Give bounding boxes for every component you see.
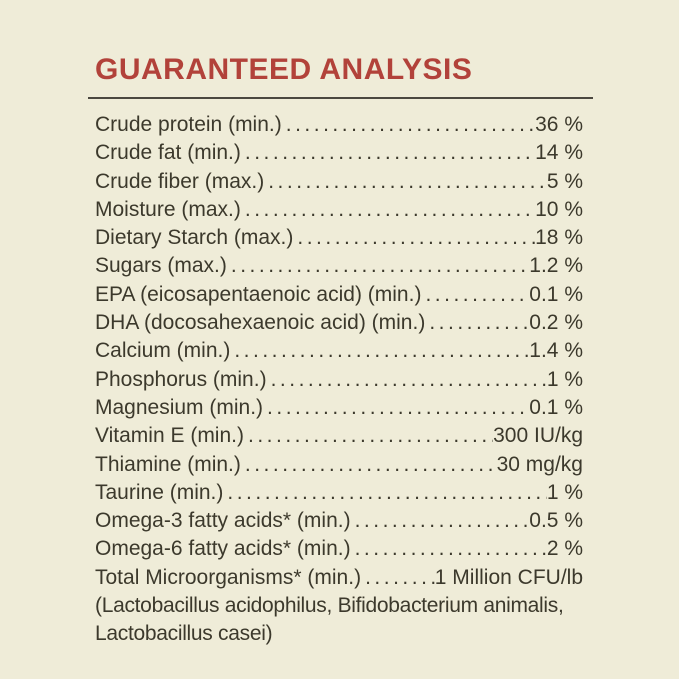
table-row: Crude fiber (max.) .....................… — [95, 168, 583, 196]
nutrient-value: 1.2 % — [529, 254, 583, 278]
table-row: Phosphorus (min.) ......................… — [95, 366, 583, 394]
nutrient-label: Crude fat (min.) — [95, 141, 241, 165]
nutrient-value: 10 % — [535, 197, 583, 221]
nutrient-label: Dietary Starch (max.) — [95, 226, 294, 250]
nutrient-value: 2 % — [546, 537, 583, 561]
nutrient-label: Vitamin E (min.) — [95, 424, 244, 448]
dot-leader: ........................................… — [230, 254, 530, 278]
nutrient-label: Phosphorus (min.) — [95, 367, 267, 391]
dot-leader: ........................................… — [365, 565, 435, 589]
nutrient-label: Sugars (max.) — [95, 254, 227, 278]
nutrient-value: 1.4 % — [529, 339, 583, 363]
nutrient-value: 5 % — [546, 169, 583, 193]
dot-leader: ........................................… — [354, 509, 530, 533]
microorganism-species-note: Lactobacillus casei) — [95, 622, 273, 646]
dot-leader: ........................................… — [285, 113, 535, 136]
nutrient-value: 300 IU/kg — [493, 424, 583, 448]
table-row: Magnesium (min.) .......................… — [95, 394, 583, 422]
dot-leader: ........................................… — [268, 169, 547, 193]
analysis-table: Crude protein (min.) ...................… — [95, 111, 583, 649]
nutrient-label: DHA (docosahexaenoic acid) (min.) — [95, 311, 426, 335]
table-row: Total Microorganisms* (min.) ...........… — [95, 564, 583, 592]
nutrient-label: Omega-6 fatty acids* (min.) — [95, 537, 351, 561]
dot-leader: ........................................… — [354, 537, 547, 561]
nutrient-value: 0.1 % — [529, 395, 583, 419]
table-row: DHA (docosahexaenoic acid) (min.) ......… — [95, 309, 583, 337]
nutrient-label: Calcium (min.) — [95, 339, 231, 363]
nutrient-label: Moisture (max.) — [95, 197, 241, 221]
nutrient-value: 18 % — [535, 226, 583, 250]
nutrient-value: 1 Million CFU/lb — [434, 565, 583, 589]
nutrient-value: 0.1 % — [529, 282, 583, 306]
title-divider — [88, 97, 593, 99]
dot-leader: ........................................… — [267, 395, 529, 419]
dot-leader: ........................................… — [244, 141, 535, 165]
nutrient-label: Thiamine (min.) — [95, 452, 241, 476]
nutrient-value: 30 mg/kg — [496, 452, 583, 476]
nutrient-label: Magnesium (min.) — [95, 395, 264, 419]
nutrient-label: Omega-3 fatty acids* (min.) — [95, 509, 351, 533]
dot-leader: ........................................… — [270, 367, 547, 391]
nutrient-value: 1 % — [546, 480, 583, 504]
dot-leader: ........................................… — [227, 480, 546, 504]
analysis-panel: GUARANTEED ANALYSIS Crude protein (min.)… — [88, 53, 593, 649]
page-title: GUARANTEED ANALYSIS — [95, 53, 473, 86]
table-row: Dietary Starch (max.) ..................… — [95, 224, 583, 252]
nutrient-value: 14 % — [535, 141, 583, 165]
dot-leader: ........................................… — [244, 452, 497, 476]
dot-leader: ........................................… — [234, 339, 529, 363]
table-row: Sugars (max.) ..........................… — [95, 252, 583, 280]
dot-leader: ........................................… — [429, 311, 529, 335]
nutrient-value: 0.5 % — [529, 509, 583, 533]
dot-leader: ........................................… — [244, 197, 535, 221]
table-row: Crude fat (min.) .......................… — [95, 139, 583, 167]
table-row: Moisture (max.) ........................… — [95, 196, 583, 224]
table-row: Crude protein (min.) ...................… — [95, 111, 583, 139]
nutrient-label: Crude fiber (max.) — [95, 169, 265, 193]
dot-leader: ........................................… — [297, 226, 535, 250]
table-row: Omega-3 fatty acids* (min.) ............… — [95, 507, 583, 535]
table-row: Taurine (min.) .........................… — [95, 479, 583, 507]
nutrient-label: EPA (eicosapentaenoic acid) (min.) — [95, 282, 422, 306]
nutrient-value: 1 % — [546, 367, 583, 391]
dot-leader: ........................................… — [425, 282, 530, 306]
table-row: EPA (eicosapentaenoic acid) (min.) .....… — [95, 281, 583, 309]
table-row: Omega-6 fatty acids* (min.) ............… — [95, 535, 583, 563]
table-row: Calcium (min.) .........................… — [95, 337, 583, 365]
nutrient-label: Taurine (min.) — [95, 480, 224, 504]
nutrient-value: 0.2 % — [529, 311, 583, 335]
table-row: Thiamine (min.) ........................… — [95, 451, 583, 479]
table-row: Vitamin E (min.) .......................… — [95, 422, 583, 450]
dot-leader: ........................................… — [247, 424, 493, 448]
nutrient-label: Total Microorganisms* (min.) — [95, 565, 362, 589]
nutrient-value: 36 % — [535, 113, 583, 136]
nutrient-label: Crude protein (min.) — [95, 113, 282, 136]
microorganism-species-note: (Lactobacillus acidophilus, Bifidobacter… — [95, 594, 564, 618]
